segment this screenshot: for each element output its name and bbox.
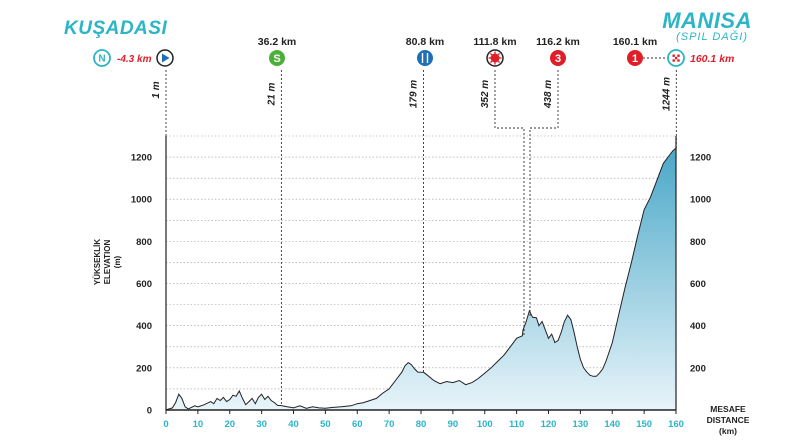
y-tick-right-600: 600 [690, 279, 706, 290]
x-tick-80: 80 [416, 419, 427, 430]
checker-square [674, 56, 678, 60]
climb-1-icon: 1 [627, 50, 643, 66]
climb-3-guide-line [529, 70, 559, 318]
y-axis-title-line-2: (m) [113, 255, 122, 268]
profile-area-layer [165, 147, 677, 411]
finish-city-label: MANISA [662, 8, 752, 33]
x-tick-160: 160 [668, 419, 684, 430]
x-tick-10: 10 [193, 419, 204, 430]
x-tick-90: 90 [448, 419, 459, 430]
y-tick-left-0: 0 [147, 406, 152, 417]
x-tick-120: 120 [541, 419, 557, 430]
climb4-ray [494, 57, 501, 64]
climb3-glyph: 3 [555, 53, 561, 65]
y-tick-left-800: 800 [136, 237, 152, 248]
y-axis-title-line-1: ELEVATION [103, 239, 112, 284]
x-tick-150: 150 [636, 419, 652, 430]
x-tick-140: 140 [604, 419, 620, 430]
start-city-label: KUŞADASI [64, 18, 168, 39]
sprint-altitude-text: 21 m [266, 82, 277, 106]
y-tick-right-200: 200 [690, 363, 706, 374]
feed-zone-altitude-text: 179 m [409, 80, 420, 108]
feed-circle [417, 50, 433, 66]
y-axis-title-line-0: YÜKSEKLİK [93, 239, 102, 285]
checker-square [672, 59, 675, 62]
y-tick-left-400: 400 [136, 321, 152, 332]
x-tick-100: 100 [477, 419, 493, 430]
start-neutral-altitude-text: 1 m [151, 81, 162, 98]
climb-3-altitude: 438 m [543, 80, 554, 109]
y-tick-left-1200: 1200 [131, 153, 152, 164]
y-tick-right-1000: 1000 [690, 195, 711, 206]
climb-1-altitude-text: 1244 m [661, 77, 672, 111]
feed-zone-icon [417, 50, 433, 66]
climb3-circle [550, 50, 566, 66]
x-tick-50: 50 [320, 419, 331, 430]
finish-subtitle: (SPIL DAĞI) [676, 31, 748, 43]
y-tick-left-1000: 1000 [131, 195, 152, 206]
marker-lines [165, 70, 677, 410]
climb-3-altitude-text: 438 m [543, 80, 554, 109]
y-tick-right-1200: 1200 [690, 153, 711, 164]
neutral-n-glyph: N [98, 54, 105, 65]
sprint-icon: S [269, 50, 285, 66]
y-tick-left-600: 600 [136, 279, 152, 290]
climb-4-guide-line [494, 70, 525, 336]
start-km-label: -4.3 km [117, 54, 152, 65]
climb-1-altitude: 1244 m [661, 77, 672, 111]
y-tick-right-800: 800 [690, 237, 706, 248]
checker-square [672, 54, 675, 57]
checker-square [677, 59, 680, 62]
play-triangle [162, 53, 170, 63]
climb-3-km-label: 116.2 km [536, 36, 580, 48]
climb1-glyph: 1 [632, 53, 638, 65]
climb-3-icon: 3 [550, 50, 566, 66]
x-tick-0: 0 [163, 419, 168, 430]
start-neutral-icon: N [93, 49, 174, 67]
finish-flag-icon [643, 49, 685, 67]
climb4-ray [489, 57, 496, 64]
climb-4-km-label: 111.8 km [473, 36, 516, 48]
profile-area [166, 147, 677, 411]
y-tick-right-400: 400 [690, 321, 706, 332]
climb4-ray [494, 52, 501, 59]
x-tick-20: 20 [224, 419, 235, 430]
x-tick-60: 60 [352, 419, 363, 430]
climb-1-km-label: 160.1 km [613, 36, 657, 48]
climb4-ray [489, 52, 496, 59]
sprint-altitude: 21 m [266, 82, 277, 106]
waypoint-markers: 1 m -4.3 km N 21 m 36.2 km S 179 m 80.8 km 352 m… [93, 36, 734, 111]
x-axis-title-line-1: DISTANCE [707, 415, 750, 425]
climb1-circle [627, 50, 643, 66]
y-tick-left-200: 200 [136, 363, 152, 374]
grid-lines [166, 135, 676, 390]
x-tick-70: 70 [384, 419, 395, 430]
x-axis-title-line-2: (km) [719, 426, 737, 436]
finish-km-label: 160.1 km [690, 53, 734, 65]
sprint-km-label: 36.2 km [258, 36, 297, 48]
feed-zone-altitude: 179 m [409, 80, 420, 108]
climb-4-icon [486, 49, 504, 67]
climb-4-altitude-text: 352 m [480, 80, 491, 108]
sprint-glyph: S [273, 53, 280, 65]
x-tick-110: 110 [509, 419, 524, 430]
sprint-circle [269, 50, 285, 66]
feed-zone-km-label: 80.8 km [406, 36, 445, 48]
neutral-n-icon [93, 49, 111, 67]
y-axis-title: YÜKSEKLİK ELEVATION (m) [93, 239, 122, 285]
checker-square [677, 54, 680, 57]
start-neutral-altitude: 1 m [151, 81, 162, 98]
x-tick-30: 30 [256, 419, 267, 430]
x-axis-title-line-0: MESAFE [710, 404, 746, 414]
climb-4-altitude: 352 m [480, 80, 491, 108]
profile-line [165, 147, 677, 411]
x-tick-40: 40 [288, 419, 299, 430]
x-tick-130: 130 [572, 419, 588, 430]
